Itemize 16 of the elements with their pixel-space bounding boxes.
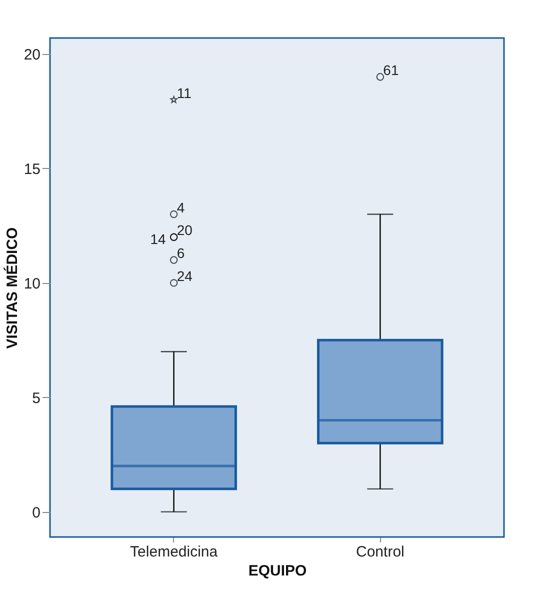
y-axis-title: VISITAS MÉDICO xyxy=(2,226,21,349)
annotation: 4 xyxy=(176,199,185,216)
y-tick-label: 20 xyxy=(24,46,40,64)
y-tick-label: 10 xyxy=(24,275,40,292)
annotation: 24 xyxy=(176,268,193,284)
annotation: 6 xyxy=(176,245,185,262)
x-tick-label: Telemedicina xyxy=(130,544,218,560)
annotation: 11 xyxy=(176,84,192,101)
x-tick-label: Control xyxy=(356,544,404,560)
annotation: 61 xyxy=(383,62,399,78)
annotation: 20 xyxy=(176,222,193,238)
y-tick-label: 0 xyxy=(32,504,40,522)
x-axis-title: EQUIPO xyxy=(248,562,307,580)
y-tick-label: 15 xyxy=(24,160,40,178)
y-tick-label: 5 xyxy=(32,390,40,407)
annotation: 14 xyxy=(150,231,166,248)
